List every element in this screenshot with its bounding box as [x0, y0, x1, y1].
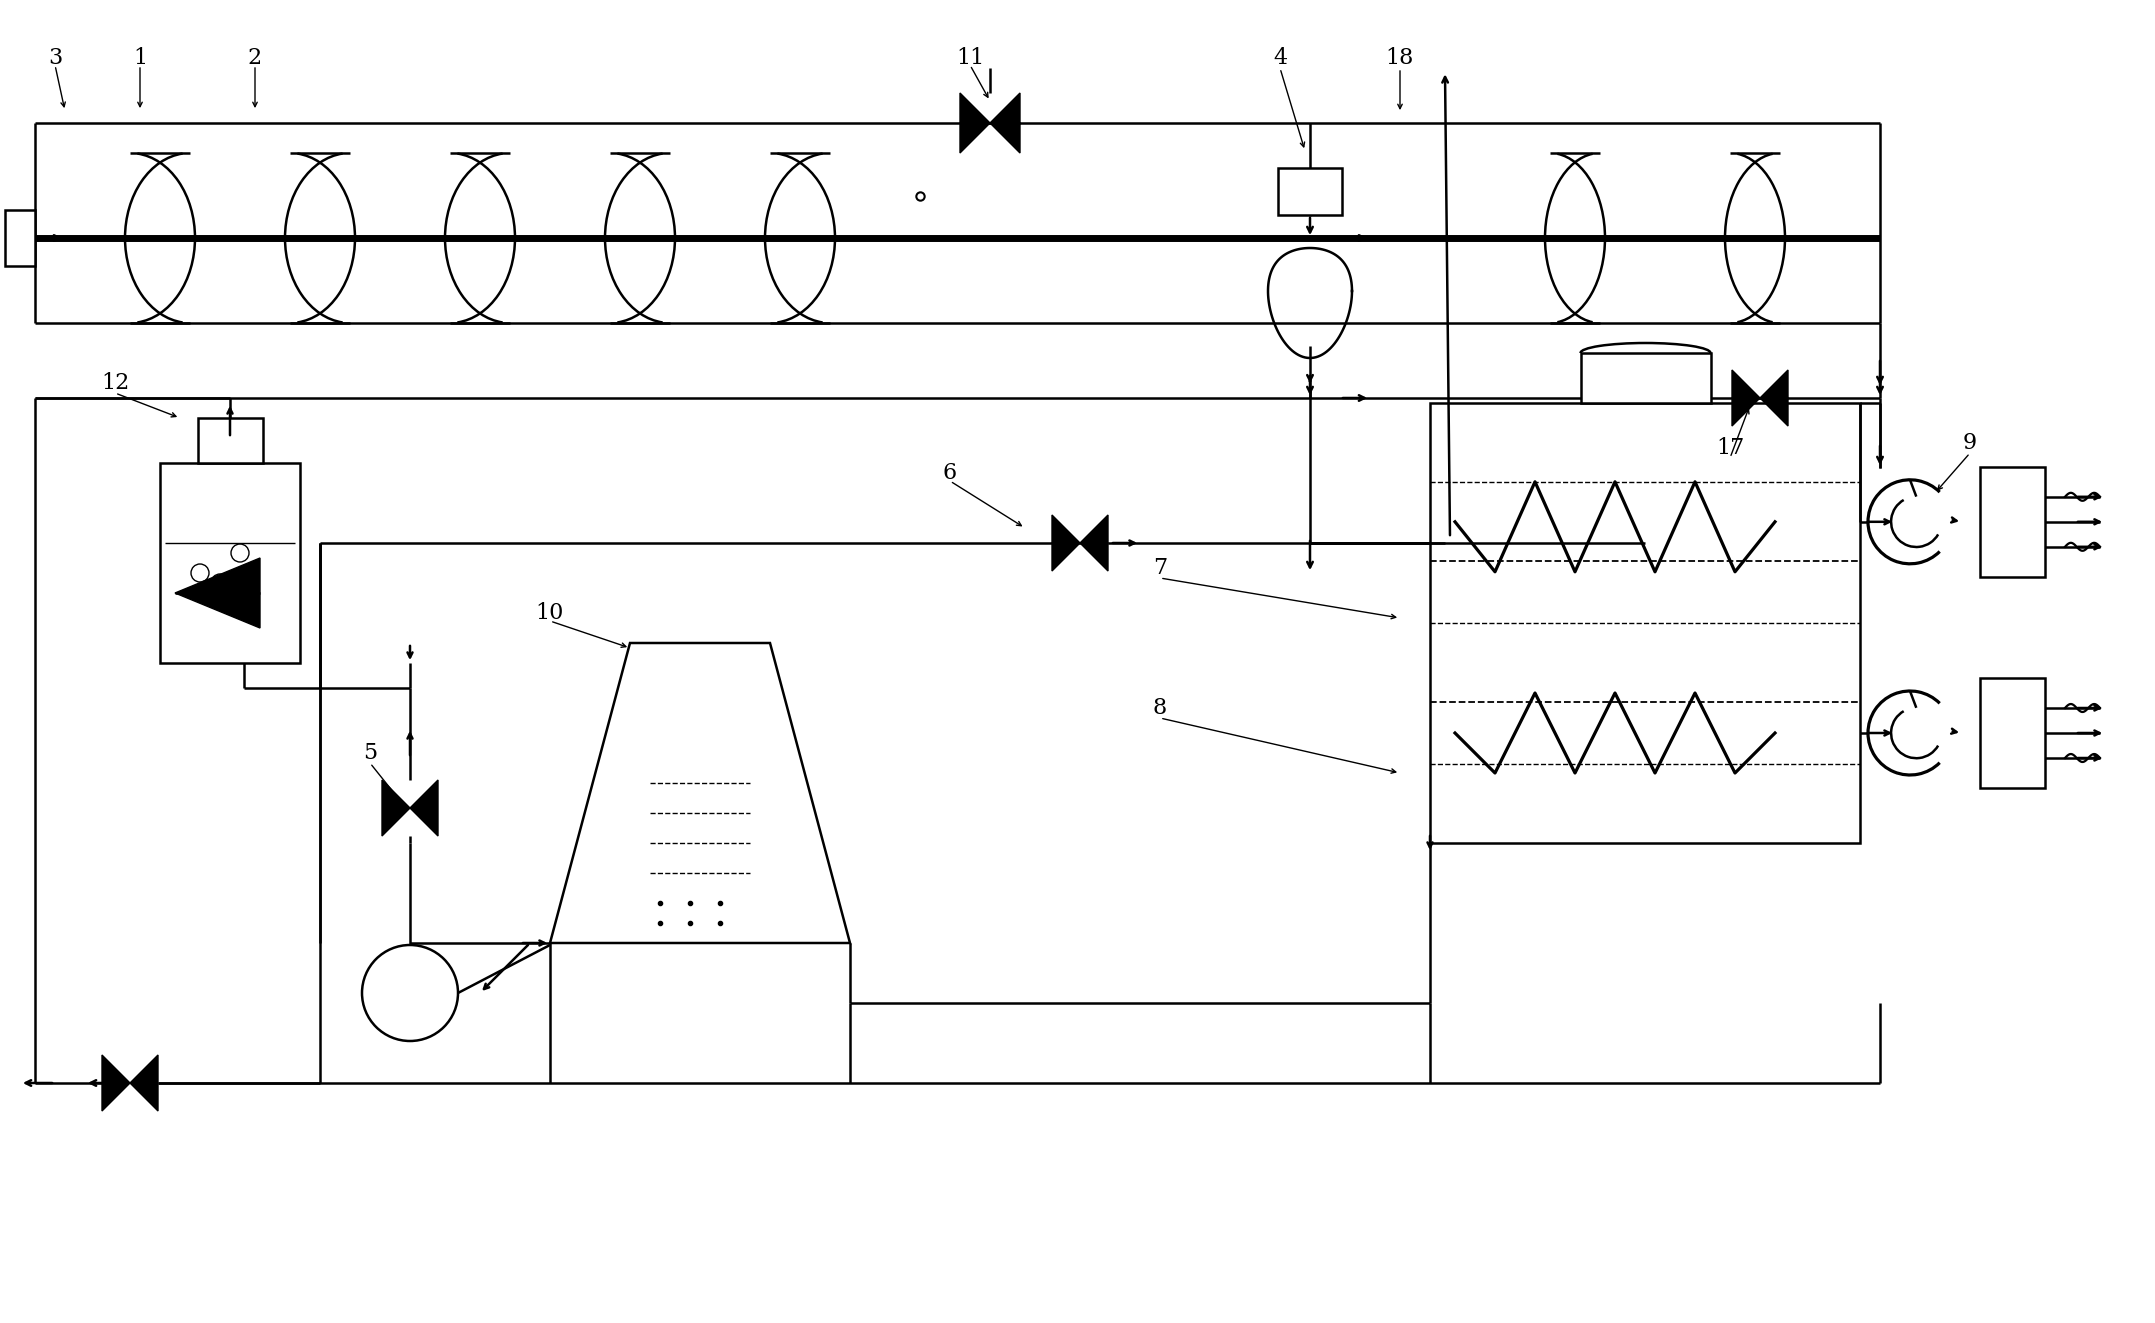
- Text: 9: 9: [1963, 433, 1976, 454]
- Polygon shape: [989, 123, 1019, 153]
- Text: 8: 8: [1153, 697, 1168, 718]
- Text: 5: 5: [362, 742, 377, 763]
- Polygon shape: [1080, 542, 1108, 572]
- Bar: [4, 210, 34, 266]
- Polygon shape: [101, 1054, 129, 1111]
- Polygon shape: [1052, 542, 1080, 572]
- Polygon shape: [129, 1054, 157, 1111]
- Bar: [1980, 677, 2045, 789]
- Bar: [1278, 168, 1343, 216]
- Polygon shape: [959, 93, 989, 123]
- Bar: [159, 463, 300, 663]
- Text: 3: 3: [47, 48, 62, 69]
- Polygon shape: [959, 123, 989, 153]
- Text: 10: 10: [537, 602, 565, 624]
- Text: 4: 4: [1274, 48, 1287, 69]
- Text: 2: 2: [248, 48, 263, 69]
- Polygon shape: [1733, 370, 1761, 398]
- Polygon shape: [1761, 370, 1789, 398]
- Polygon shape: [1761, 398, 1789, 426]
- Polygon shape: [381, 781, 409, 836]
- Polygon shape: [1080, 515, 1108, 542]
- Text: 12: 12: [101, 372, 129, 394]
- Bar: [1980, 467, 2045, 577]
- Text: 6: 6: [944, 462, 957, 484]
- Polygon shape: [1733, 398, 1761, 426]
- Polygon shape: [989, 93, 1019, 123]
- Text: 1: 1: [134, 48, 147, 69]
- Bar: [1431, 404, 1860, 843]
- Text: 11: 11: [957, 48, 985, 69]
- Text: 7: 7: [1153, 557, 1168, 579]
- Polygon shape: [175, 558, 261, 628]
- Polygon shape: [409, 781, 437, 836]
- Polygon shape: [1052, 515, 1080, 542]
- Text: 17: 17: [1715, 437, 1743, 459]
- Bar: [198, 418, 263, 463]
- Text: 18: 18: [1386, 48, 1414, 69]
- Bar: [1580, 353, 1711, 404]
